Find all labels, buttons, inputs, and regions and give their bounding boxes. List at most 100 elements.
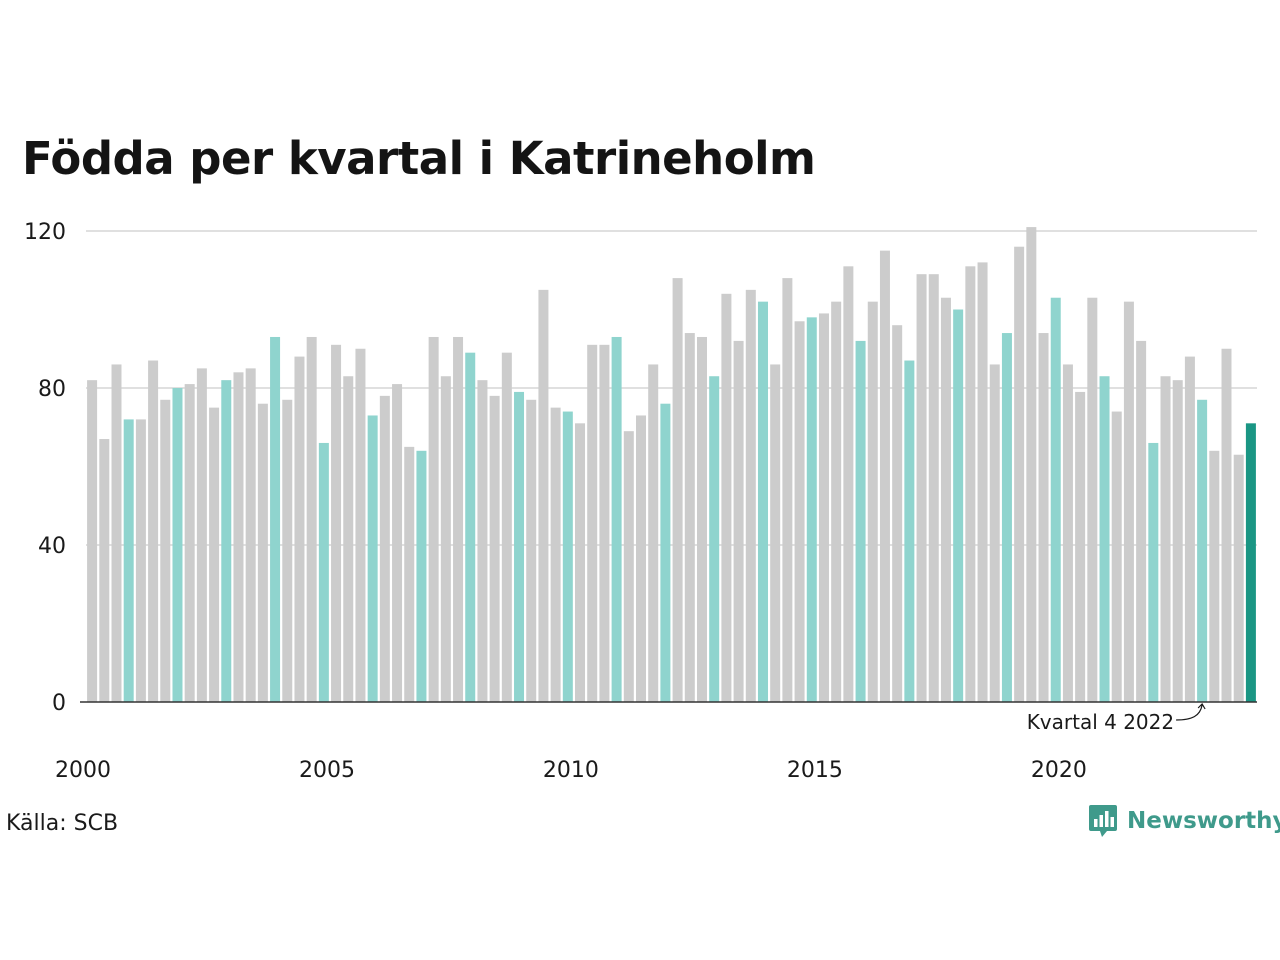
bar: [721, 293, 732, 702]
bar: [1172, 380, 1183, 702]
bars: [87, 227, 1256, 702]
latest-annotation: Kvartal 4 2022: [1027, 703, 1206, 734]
bar: [1062, 364, 1073, 702]
bar: [453, 336, 464, 702]
bar: [221, 380, 232, 702]
bar: [733, 340, 744, 702]
bar: [172, 388, 183, 702]
bar: [916, 274, 927, 702]
bar: [709, 376, 720, 702]
bar: [611, 336, 622, 702]
bar: [1087, 297, 1098, 702]
bar: [794, 321, 805, 702]
bar: [855, 340, 866, 702]
bar: [782, 278, 793, 702]
bar: [99, 439, 110, 702]
bar: [233, 372, 244, 702]
x-tick-label: 2020: [1031, 758, 1087, 783]
bar: [770, 364, 781, 702]
bar: [526, 399, 537, 702]
newsworthy-logo-icon: [1089, 805, 1117, 837]
bar: [660, 403, 671, 702]
x-tick-label: 2000: [55, 758, 111, 783]
bar: [416, 450, 427, 702]
bar: [1038, 333, 1049, 702]
bar: [1111, 411, 1122, 702]
x-axis-tick-labels: 2000 2005 2010 2015 2020: [55, 758, 1087, 783]
bar: [331, 344, 342, 702]
bar: [1136, 340, 1147, 702]
bar: [928, 274, 939, 702]
bar: [623, 431, 634, 702]
bar: [209, 407, 220, 702]
bar: [282, 399, 293, 702]
bar: [135, 419, 146, 702]
bar: [538, 289, 549, 702]
bar: [367, 415, 378, 702]
bar: [1050, 297, 1061, 702]
bar: [562, 411, 573, 702]
brand-logo: Newsworthy: [1088, 804, 1280, 838]
bar: [111, 364, 122, 702]
bar: [977, 262, 988, 702]
bar: [294, 356, 305, 702]
y-axis-tick-labels: 0 40 80 120: [24, 220, 66, 716]
bar: [184, 384, 195, 702]
bar: [818, 313, 829, 702]
bar: [904, 360, 915, 702]
bar: [257, 403, 268, 702]
bar: [501, 352, 512, 702]
bar: [379, 395, 390, 702]
bar: [965, 266, 976, 702]
bar: [636, 415, 647, 702]
bar: [843, 266, 854, 702]
bar: [1221, 348, 1232, 702]
bar: [587, 344, 598, 702]
bar: [1160, 376, 1171, 702]
y-tick-label: 40: [38, 534, 66, 559]
bar: [1075, 391, 1086, 702]
bar: [123, 419, 134, 702]
bar: [892, 325, 903, 702]
bar: [575, 423, 586, 702]
bar: [489, 395, 500, 702]
chart-title: Födda per kvartal i Katrineholm: [22, 132, 816, 185]
bar: [745, 289, 756, 702]
bar: [428, 336, 439, 702]
bar: [270, 336, 281, 702]
x-tick-label: 2015: [787, 758, 843, 783]
bar: [1233, 454, 1244, 702]
bar: [1001, 333, 1012, 702]
bar: [879, 250, 890, 702]
bar: [1123, 301, 1134, 702]
bar: [196, 368, 207, 702]
bar: [440, 376, 451, 702]
bar: [831, 301, 842, 702]
bar: [1148, 442, 1159, 702]
bar: [867, 301, 878, 702]
bar: [160, 399, 171, 702]
bar: [1014, 246, 1025, 702]
bar: [806, 317, 817, 702]
bar: [599, 344, 610, 702]
bar: [355, 348, 366, 702]
bar: [696, 336, 707, 702]
bar: [477, 380, 488, 702]
y-tick-label: 80: [38, 377, 66, 402]
bar: [1099, 376, 1110, 702]
annotation-arrow: [1176, 703, 1206, 721]
bar: [1197, 399, 1208, 702]
bar: [550, 407, 561, 702]
bar: [672, 278, 683, 702]
bar: [87, 380, 98, 702]
bar: [1184, 356, 1195, 702]
bar: [465, 352, 476, 702]
bar: [1245, 423, 1256, 702]
bar: [684, 333, 695, 702]
bar: [392, 384, 403, 702]
bar: [648, 364, 659, 702]
gridlines: [86, 230, 1257, 546]
x-tick-label: 2010: [543, 758, 599, 783]
source-note: Källa: SCB: [6, 811, 119, 836]
